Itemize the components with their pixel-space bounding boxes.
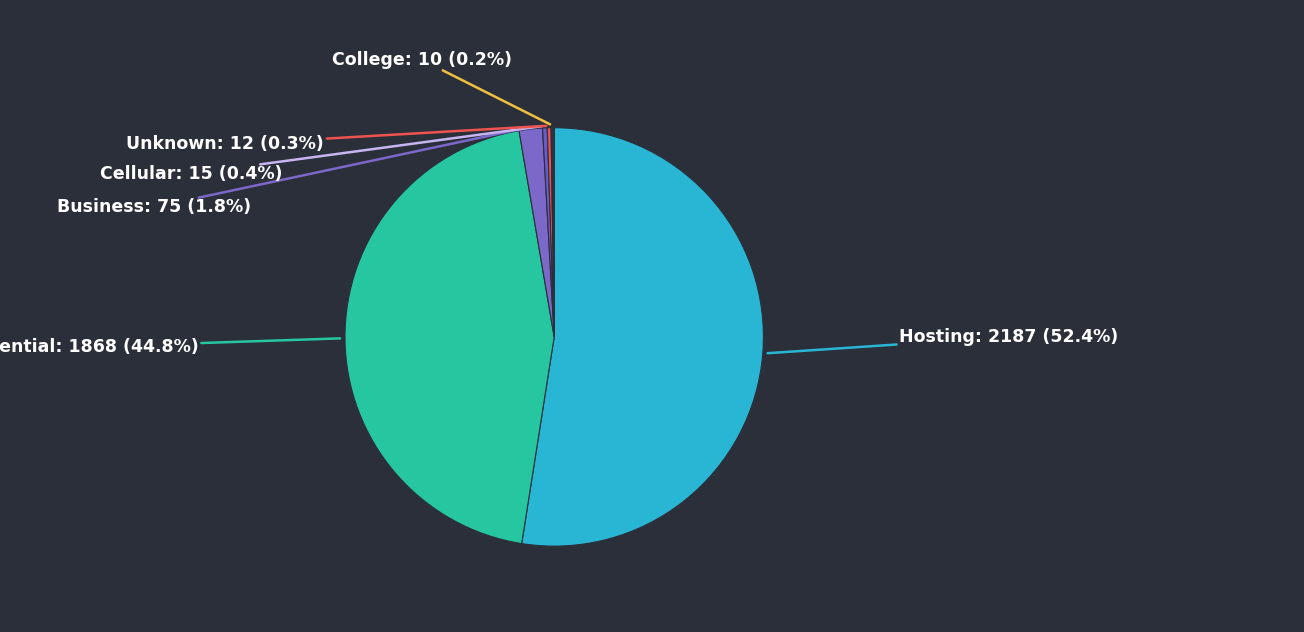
Text: Hosting: 2187 (52.4%): Hosting: 2187 (52.4%) [768,328,1119,353]
Text: Cellular: 15 (0.4%): Cellular: 15 (0.4%) [99,126,542,183]
Wedge shape [548,128,554,337]
Wedge shape [542,128,554,337]
Wedge shape [552,128,554,337]
Text: College: 10 (0.2%): College: 10 (0.2%) [333,51,550,125]
Text: Business: 75 (1.8%): Business: 75 (1.8%) [56,128,528,216]
Wedge shape [346,131,554,544]
Wedge shape [522,128,763,546]
Text: Residential: 1868 (44.8%): Residential: 1868 (44.8%) [0,338,340,356]
Text: Unknown: 12 (0.3%): Unknown: 12 (0.3%) [126,126,546,154]
Wedge shape [519,128,554,337]
